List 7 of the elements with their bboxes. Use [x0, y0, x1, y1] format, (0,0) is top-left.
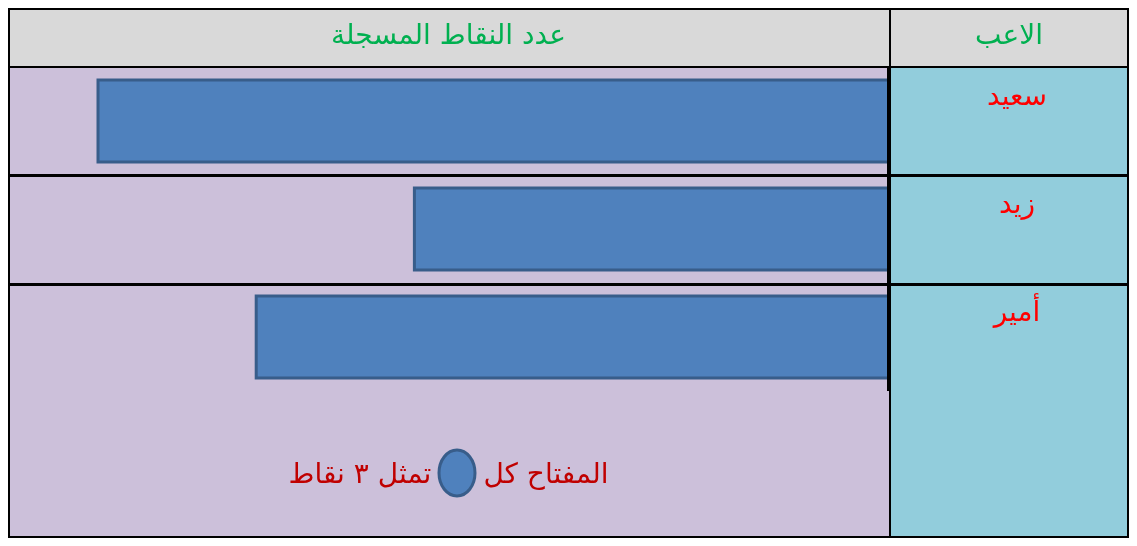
y-tick-label: سعيد [986, 79, 1048, 112]
chart-title: عدد النقاط المسجلة [330, 18, 567, 51]
y-tick-label: زيد [998, 187, 1036, 220]
text: المفتاح كل [483, 456, 609, 490]
y-tick-label: أمير [991, 292, 1041, 328]
text: تمثل ٣ نقاط [288, 456, 432, 490]
y-axis-title: الاعب [974, 18, 1044, 51]
